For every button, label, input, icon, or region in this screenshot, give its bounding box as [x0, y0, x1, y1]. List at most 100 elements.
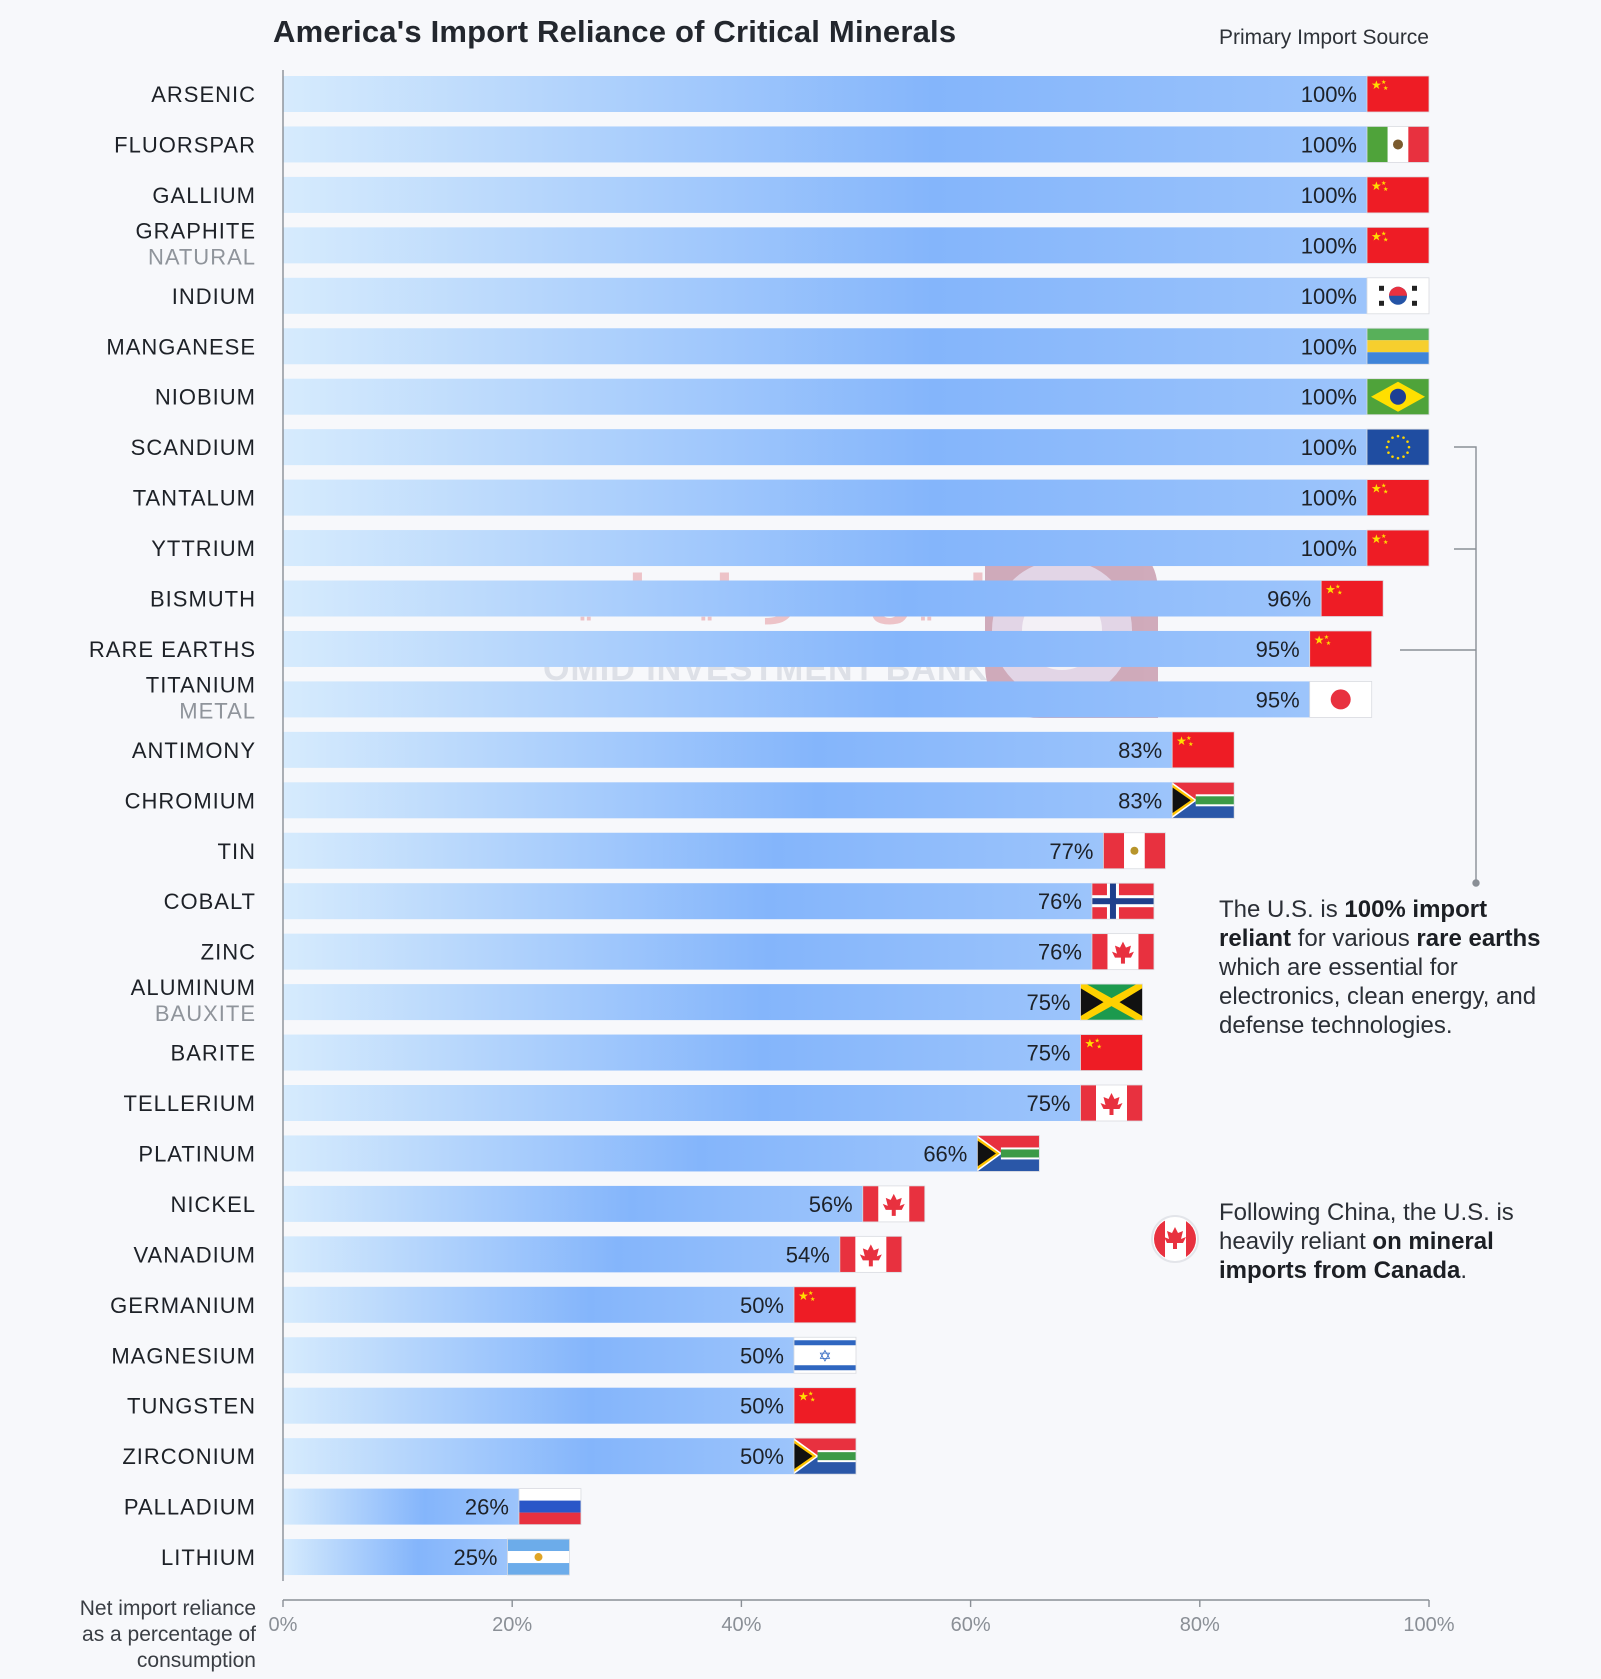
svg-text:★: ★ — [808, 1391, 813, 1398]
category-label: PLATINUM — [138, 1141, 256, 1166]
svg-text:★: ★ — [798, 1390, 809, 1404]
x-tick-label: 60% — [951, 1614, 991, 1636]
value-label: 75% — [1026, 1091, 1070, 1116]
value-label: 100% — [1301, 385, 1357, 410]
value-label: 66% — [923, 1141, 967, 1166]
flag-china-icon: ★ ★★ — [1366, 529, 1430, 567]
canada-badge-icon — [1151, 1215, 1199, 1263]
category-label: PALLADIUM — [124, 1495, 256, 1520]
value-label: 54% — [786, 1242, 830, 1267]
bar-lithium — [283, 1539, 508, 1576]
x-tick-label: 100% — [1403, 1614, 1454, 1636]
flag-brazil-icon — [1366, 378, 1430, 416]
category-label: LITHIUM — [161, 1545, 256, 1570]
category-label: MAGNESIUM — [111, 1343, 256, 1368]
category-label: GERMANIUM — [110, 1293, 256, 1318]
value-label: 100% — [1301, 435, 1357, 460]
flag-china-icon: ★ ★★ — [1080, 1034, 1143, 1071]
bar-scandium — [283, 429, 1367, 466]
flag-china-icon: ★ ★★ — [1366, 479, 1430, 517]
flag-south-korea-icon — [1366, 277, 1430, 315]
value-label: 75% — [1026, 990, 1070, 1015]
x-tick-label: 20% — [492, 1614, 532, 1636]
category-label: SCANDIUM — [131, 435, 256, 460]
category-sublabel: NATURAL — [148, 244, 256, 269]
value-label: 100% — [1301, 233, 1357, 258]
category-label: ARSENIC — [151, 82, 256, 107]
svg-text:★: ★ — [1371, 78, 1382, 92]
category-label: INDIUM — [172, 284, 256, 309]
flag-japan-icon — [1309, 681, 1373, 718]
flag-israel-icon: ✡ — [793, 1336, 857, 1374]
canada-annotation: Following China, the U.S. is heavily rel… — [1219, 1199, 1514, 1284]
bar-vanadium — [283, 1236, 840, 1273]
flag-china-icon: ★ ★★ — [1171, 731, 1235, 769]
category-label: COBALT — [164, 889, 256, 914]
flag-china-icon: ★ ★★ — [1366, 226, 1430, 264]
value-label: 83% — [1118, 738, 1162, 763]
flag-south-africa-icon — [793, 1437, 857, 1475]
svg-text:★: ★ — [810, 1296, 815, 1303]
svg-text:★: ★ — [1085, 1037, 1096, 1051]
category-label: YTTRIUM — [151, 536, 256, 561]
flag-china-icon: ★ ★★ — [1366, 176, 1430, 214]
category-label: RARE EARTHS — [89, 637, 256, 662]
bar-barite — [283, 1034, 1081, 1071]
svg-text:★: ★ — [1325, 583, 1336, 597]
bar-germanium — [283, 1286, 794, 1323]
flag-peru-icon — [1103, 832, 1166, 870]
category-label: GRAPHITE — [136, 218, 256, 243]
bar-platinum — [283, 1135, 978, 1172]
flag-china-icon: ★ ★★ — [793, 1387, 857, 1425]
category-label: TELLERIUM — [124, 1091, 256, 1116]
category-label: TITANIUM — [146, 672, 256, 697]
bar-manganese — [283, 328, 1367, 365]
bar-indium — [283, 277, 1367, 314]
bar-magnesium — [283, 1337, 794, 1374]
flag-jamaica-icon — [1080, 983, 1143, 1021]
svg-text:★: ★ — [1095, 1038, 1100, 1045]
bar-titanium — [283, 681, 1310, 718]
svg-text:✡: ✡ — [818, 1348, 831, 1365]
flag-china-icon: ★ ★★ — [793, 1286, 857, 1324]
chart-title: America's Import Reliance of Critical Mi… — [273, 14, 957, 49]
svg-text:★: ★ — [1381, 483, 1386, 490]
svg-text:★: ★ — [1381, 230, 1386, 237]
svg-text:★: ★ — [1383, 186, 1388, 193]
value-label: 56% — [809, 1192, 853, 1217]
category-label: BARITE — [171, 1041, 256, 1066]
category-label: CHROMIUM — [125, 788, 256, 813]
bar-antimony — [283, 731, 1173, 768]
value-label: 25% — [453, 1545, 497, 1570]
value-label: 100% — [1301, 486, 1357, 511]
bar-gallium — [283, 176, 1367, 213]
category-sublabel: METAL — [179, 698, 256, 723]
svg-text:★: ★ — [1383, 489, 1388, 496]
svg-text:★: ★ — [1371, 532, 1382, 546]
flag-south-africa-icon — [1171, 781, 1235, 819]
category-label: GALLIUM — [152, 183, 256, 208]
category-label: TANTALUM — [133, 486, 256, 511]
flag-canada-icon — [1091, 933, 1155, 971]
bar-arsenic — [283, 76, 1367, 112]
flag-gabon-icon — [1366, 327, 1430, 365]
value-label: 75% — [1026, 1041, 1070, 1066]
value-label: 50% — [740, 1444, 784, 1469]
svg-text:★: ★ — [810, 1397, 815, 1404]
flag-canada-icon — [839, 1235, 903, 1273]
category-label: ALUMINUM — [131, 975, 256, 1000]
bar-rare-earths — [283, 630, 1310, 667]
svg-text:★: ★ — [1337, 590, 1342, 597]
rare-earths-annotation: The U.S. is 100% import reliant for vari… — [1219, 896, 1541, 1039]
category-label: ZIRCONIUM — [122, 1444, 256, 1469]
svg-text:★: ★ — [1097, 1044, 1102, 1051]
svg-text:★: ★ — [1381, 533, 1386, 540]
value-label: 83% — [1118, 788, 1162, 813]
category-label: TIN — [218, 839, 256, 864]
flag-canada-icon — [862, 1185, 926, 1223]
flag-argentina-icon — [507, 1538, 570, 1576]
category-label: TUNGSTEN — [127, 1394, 256, 1419]
svg-text:★: ★ — [1383, 236, 1388, 243]
